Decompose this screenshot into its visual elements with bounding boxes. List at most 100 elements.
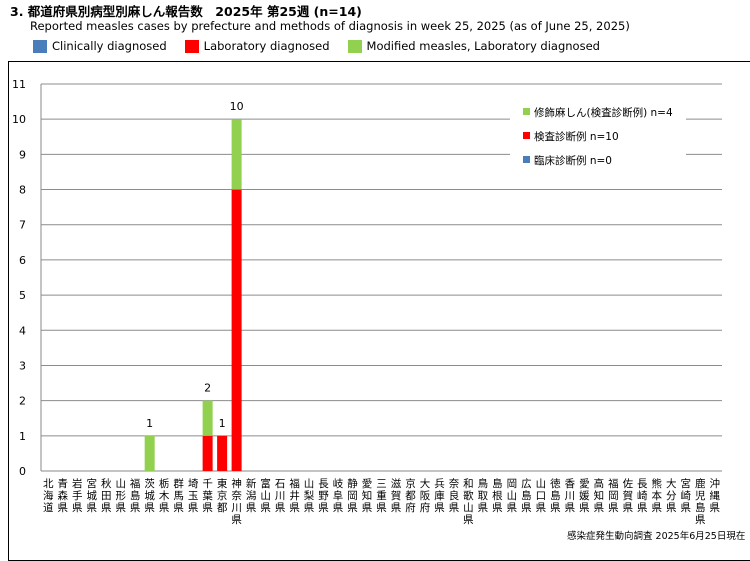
x-tick-label-char: 県	[57, 502, 68, 514]
x-tick-label-char: 静	[347, 477, 358, 490]
x-tick-label-char: 県	[681, 502, 692, 514]
x-tick-label-char: 県	[449, 502, 460, 514]
x-tick-label-char: 山	[115, 478, 126, 490]
top-legend-item-modified: Modified measles, Laboratory diagnosed	[347, 39, 600, 53]
x-tick-label-char: 県	[86, 502, 97, 514]
x-tick-label-char: 福	[608, 477, 619, 490]
y-tick-label: 0	[19, 465, 26, 478]
x-tick-label-char: 県	[362, 502, 373, 514]
source-footer: 感染症発生動向調査 2025年6月25日現在	[567, 531, 746, 542]
legend-label-clinical: Clinically diagnosed	[52, 39, 167, 53]
x-tick-label-char: 県	[695, 514, 706, 526]
x-tick-label-char: 知	[362, 489, 373, 502]
x-tick-label-char: 県	[202, 502, 213, 514]
x-tick-label-char: 川	[275, 490, 286, 502]
x-tick-label-char: 県	[115, 502, 126, 514]
x-tick-label-char: 京	[217, 489, 228, 502]
inner-legend-label: 検査診断例 n=10	[534, 130, 619, 143]
x-tick-label-char: 県	[130, 502, 141, 514]
x-tick-label-char: 庫	[434, 489, 445, 502]
inner-legend-label: 修飾麻しん(検査診断例) n=4	[534, 106, 673, 119]
inner-legend-box	[510, 96, 686, 172]
x-tick-label-char: 岡	[347, 490, 358, 502]
x-tick-label-char: 知	[594, 489, 605, 502]
x-tick-label-char: 府	[405, 501, 416, 514]
x-tick-label-char: 京	[405, 477, 416, 490]
x-tick-label-char: 分	[666, 490, 677, 502]
x-tick-label-char: 三	[376, 478, 387, 490]
x-tick-label-char: 形	[115, 490, 126, 502]
legend-swatch-laboratory	[184, 39, 199, 53]
x-tick-label-char: 宮	[86, 477, 97, 490]
x-tick-label-char: 神	[231, 477, 242, 490]
x-tick-label-char: 岐	[333, 477, 344, 490]
x-tick-label-char: 千	[202, 478, 213, 490]
chart-subtitle: Reported measles cases by prefecture and…	[30, 19, 630, 33]
x-tick-label-char: 川	[231, 502, 242, 514]
x-tick-label-char: 潟	[246, 489, 257, 502]
x-tick-label-char: 県	[478, 502, 489, 514]
y-tick-label: 8	[19, 184, 26, 197]
x-tick-label-char: 埼	[188, 477, 199, 490]
x-tick-label-char: 重	[376, 489, 387, 502]
x-tick-label-char: 県	[652, 502, 663, 514]
x-tick-label-char: 崎	[681, 489, 692, 502]
x-tick-label-char: 本	[652, 489, 663, 502]
x-tick-label-char: 和	[463, 478, 474, 490]
x-tick-label-char: 県	[101, 502, 112, 514]
x-tick-label-char: 城	[86, 490, 97, 502]
x-tick-label-char: 長	[637, 478, 648, 490]
bar-segment	[202, 400, 213, 436]
x-tick-label-char: 栃	[159, 477, 170, 490]
x-tick-label-char: 福	[289, 477, 300, 490]
x-tick-label-char: 海	[43, 489, 54, 502]
y-tick-label: 5	[19, 289, 26, 302]
x-tick-label-char: 井	[289, 489, 300, 502]
x-tick-label-char: 県	[637, 502, 648, 514]
x-tick-label-char: 都	[405, 490, 416, 502]
x-tick-label-char: 県	[550, 502, 561, 514]
x-tick-label-char: 阜	[333, 489, 344, 502]
y-tick-label: 6	[19, 254, 26, 267]
y-tick-label: 1	[19, 430, 26, 443]
x-tick-label-char: 児	[695, 490, 706, 502]
x-tick-label-char: 山	[304, 478, 315, 490]
x-tick-label-char: 賀	[623, 490, 634, 502]
x-tick-label-char: 県	[347, 502, 358, 514]
x-tick-label-char: 岡	[507, 478, 518, 490]
x-tick-label-char: 県	[507, 502, 518, 514]
y-tick-label: 2	[19, 395, 26, 408]
y-tick-label: 3	[19, 359, 26, 372]
x-tick-label-char: 縄	[710, 489, 721, 502]
bar-segment	[144, 435, 155, 471]
x-tick-label-char: 山	[536, 478, 547, 490]
x-tick-label-char: 玉	[188, 490, 199, 502]
x-tick-label-char: 奈	[449, 477, 460, 490]
x-tick-label-char: 新	[246, 477, 257, 490]
bar-chart: 01234567891011北海道青森県岩手県宮城県秋田県山形県福島県茨城県栃木…	[12, 78, 722, 526]
y-tick-label: 9	[19, 148, 26, 161]
x-tick-label-char: 県	[463, 514, 474, 526]
x-tick-label-char: 県	[710, 502, 721, 514]
x-tick-label-char: 川	[565, 490, 576, 502]
x-tick-label-char: 県	[579, 502, 590, 514]
x-tick-label-char: 愛	[579, 477, 590, 490]
x-tick-label-char: 県	[72, 502, 83, 514]
x-tick-label-char: 野	[318, 490, 329, 502]
x-tick-label-char: 木	[159, 490, 170, 502]
x-tick-label-char: 田	[101, 490, 112, 502]
x-tick-label-char: 島	[550, 489, 561, 502]
x-tick-label-char: 県	[275, 502, 286, 514]
x-tick-label-char: 北	[43, 478, 54, 490]
x-tick-label-char: 葉	[202, 489, 213, 502]
y-tick-label: 7	[19, 219, 26, 232]
x-tick-label-char: 梨	[304, 489, 315, 502]
data-label: 2	[204, 382, 211, 395]
x-tick-label-char: 長	[318, 478, 329, 490]
x-tick-label-char: 福	[130, 477, 141, 490]
legend-label-modified: Modified measles, Laboratory diagnosed	[366, 39, 600, 53]
x-tick-label-char: 県	[391, 502, 402, 514]
chart-title: 3. 都道府県別病型別麻しん報告数 2025年 第25週 (n=14)	[10, 4, 362, 19]
data-label: 1	[146, 417, 153, 430]
x-tick-label-char: 奈	[231, 489, 242, 502]
